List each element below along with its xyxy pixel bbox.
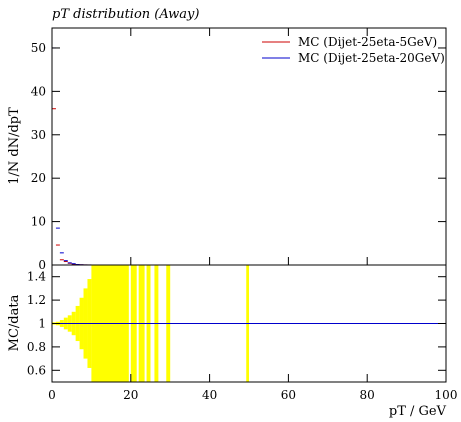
- chart-title: pT distribution (Away): [52, 7, 199, 22]
- legend-label: MC (Dijet-25eta-20GeV): [298, 51, 445, 65]
- ratio-y-tick-label: 1.2: [27, 293, 46, 307]
- ratio-y-axis-label: MC/data: [7, 294, 22, 351]
- x-tick-label: 60: [281, 388, 296, 402]
- x-tick-label: 0: [48, 388, 56, 402]
- error-band: [246, 265, 249, 382]
- y-tick-label: 10: [31, 215, 46, 229]
- ratio-y-tick-label: 0.8: [27, 340, 46, 354]
- ratio-y-tick-label: 0.6: [27, 363, 46, 377]
- y-tick-label: 40: [31, 84, 46, 98]
- y-axis-label: 1/N dN/dpT: [7, 107, 22, 185]
- ratio-frame: [51, 264, 447, 383]
- y-tick-label: 30: [31, 128, 46, 142]
- x-axis-label: pT / GeV: [389, 404, 447, 419]
- ratio-y-tick-label: 1.4: [27, 270, 46, 284]
- x-tick-label: 40: [202, 388, 217, 402]
- x-tick-label: 80: [360, 388, 375, 402]
- band-layer: [52, 265, 249, 382]
- error-band: [138, 265, 145, 382]
- ratio-y-tick-label: 1: [38, 317, 46, 331]
- y-tick-label: 20: [31, 171, 46, 185]
- x-tick-label: 100: [435, 388, 458, 402]
- legend-label: MC (Dijet-25eta-5GeV): [298, 35, 437, 49]
- error-band: [146, 265, 151, 382]
- main-layer: [52, 47, 92, 265]
- y-tick-label: 50: [31, 41, 46, 55]
- x-tick-label: 20: [123, 388, 138, 402]
- axes-layer: MC (Dijet-25eta-5GeV) MC (Dijet-25eta-20G…: [27, 28, 458, 402]
- error-band: [154, 265, 159, 382]
- y-tick-label: 0: [38, 258, 46, 272]
- error-band: [166, 265, 171, 382]
